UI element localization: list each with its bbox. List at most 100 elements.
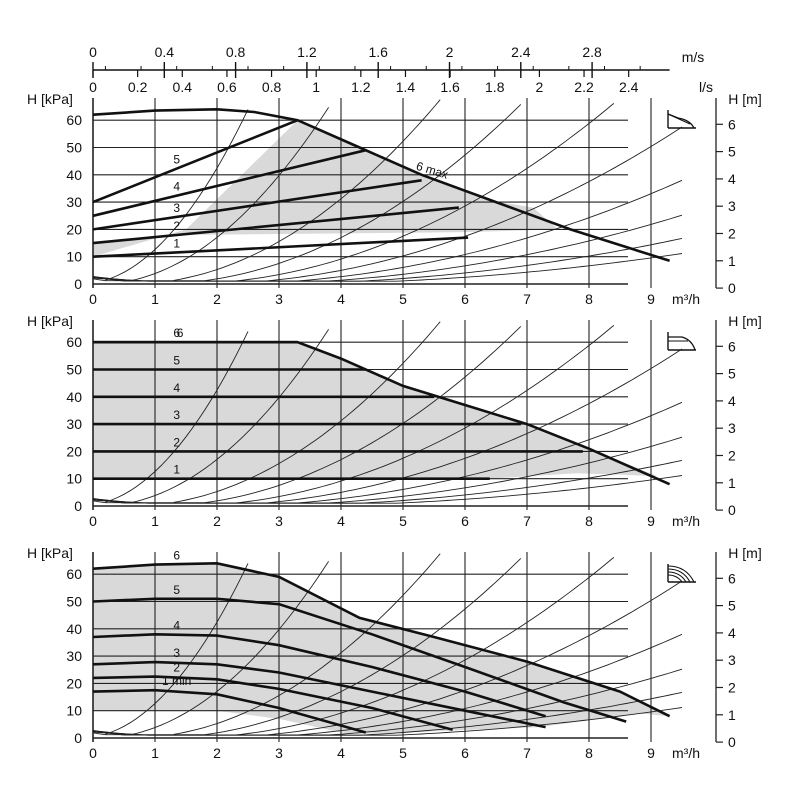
x-tick-label: 0 xyxy=(89,745,97,761)
x-tick-label: 2 xyxy=(213,745,221,761)
y-right-tick-label: 6 xyxy=(728,116,736,132)
ms-tick-label: 1.6 xyxy=(368,44,388,60)
ms-tick-label: 2.4 xyxy=(511,44,531,60)
y-right-tick-label: 4 xyxy=(728,393,736,409)
y-right-tick-label: 1 xyxy=(728,475,736,491)
ls-tick-label: 0.2 xyxy=(128,79,148,95)
y-right-tick-label: 2 xyxy=(728,447,736,463)
ls-tick-label: 2.4 xyxy=(619,79,639,95)
x-tick-label: 8 xyxy=(585,745,593,761)
y-left-tick-label: 40 xyxy=(66,167,82,183)
y-left-tick-label: 30 xyxy=(66,194,82,210)
y-left-tick-label: 20 xyxy=(66,443,82,459)
series-curve-5 xyxy=(92,118,299,204)
x-tick-label: 3 xyxy=(275,513,283,529)
series-label: 1 xyxy=(173,463,180,477)
system-curve xyxy=(92,401,683,504)
x-tick-label: 6 xyxy=(461,291,469,307)
x-tick-label: 7 xyxy=(523,745,531,761)
series-curve-2 xyxy=(92,206,459,245)
series-curve-2 xyxy=(92,675,453,732)
y-left-tick-label: 60 xyxy=(66,112,82,128)
y-left-tick-label: 60 xyxy=(66,566,82,582)
x-axis-unit: m³/h xyxy=(672,291,700,307)
system-curve xyxy=(92,253,683,282)
ls-tick-label: 1.4 xyxy=(396,79,416,95)
y-left-tick-label: 50 xyxy=(66,362,82,378)
y-right-tick-label: 1 xyxy=(728,707,736,723)
series-label: 3 xyxy=(173,646,180,660)
y-left-tick-label: 40 xyxy=(66,389,82,405)
x-tick-label: 0 xyxy=(89,513,97,529)
series-label: 6 xyxy=(173,549,180,563)
y-left-tick-label: 40 xyxy=(66,621,82,637)
system-curve xyxy=(105,109,249,281)
constant-speed-icon xyxy=(667,564,696,583)
x-tick-label: 2 xyxy=(213,291,221,307)
y-right-tick-label: 1 xyxy=(728,253,736,269)
x-tick-label: 8 xyxy=(585,513,593,529)
x-tick-label: 9 xyxy=(647,291,655,307)
system-curve xyxy=(92,104,522,282)
y-right-tick-label: 4 xyxy=(728,625,736,641)
system-curve xyxy=(92,558,522,736)
ls-tick-label: 2 xyxy=(536,79,544,95)
x-tick-label: 3 xyxy=(275,745,283,761)
series-curve-1-min xyxy=(92,688,367,734)
y-left-axis-unit: H [kPa] xyxy=(27,91,73,107)
ms-tick-label: 0.4 xyxy=(155,44,175,60)
y-right-axis-unit: H [m] xyxy=(728,91,761,107)
y-left-tick-label: 10 xyxy=(66,703,82,719)
x-tick-label: 5 xyxy=(399,745,407,761)
ls-tick-label: 1.8 xyxy=(485,79,505,95)
x-tick-label: 5 xyxy=(399,513,407,529)
y-right-tick-label: 2 xyxy=(728,679,736,695)
system-curve xyxy=(105,563,249,735)
ms-axis-unit: m/s xyxy=(682,49,705,65)
y-right-tick-label: 6 xyxy=(728,338,736,354)
y-left-axis-unit: H [kPa] xyxy=(27,313,73,329)
x-tick-label: 8 xyxy=(585,291,593,307)
x-tick-label: 4 xyxy=(337,745,345,761)
y-left-tick-label: 60 xyxy=(66,334,82,350)
y-right-tick-label: 0 xyxy=(728,280,736,296)
y-left-axis-unit: H [kPa] xyxy=(27,545,73,561)
ms-tick-label: 0 xyxy=(89,44,97,60)
x-tick-label: 5 xyxy=(399,291,407,307)
constant-pressure-icon xyxy=(667,332,696,351)
ls-axis-unit: l/s xyxy=(699,79,713,95)
series-label: 6 xyxy=(173,326,180,340)
series-label: 2 xyxy=(173,435,180,449)
series-label: 4 xyxy=(173,618,180,632)
x-tick-label: 7 xyxy=(523,291,531,307)
y-right-tick-label: 5 xyxy=(728,598,736,614)
y-right-tick-label: 0 xyxy=(728,502,736,518)
system-curve xyxy=(92,475,683,504)
series-label: 3 xyxy=(173,408,180,422)
x-tick-label: 7 xyxy=(523,513,531,529)
operating-area xyxy=(93,120,558,257)
system-curve xyxy=(105,331,249,503)
x-tick-label: 4 xyxy=(337,291,345,307)
y-right-tick-label: 0 xyxy=(728,734,736,750)
max-curve-label: 6 xyxy=(177,326,184,340)
series-label: 5 xyxy=(173,354,180,368)
x-tick-label: 3 xyxy=(275,291,283,307)
system-curve xyxy=(92,707,683,736)
series-label: 3 xyxy=(173,201,180,215)
series-label: 5 xyxy=(173,153,180,167)
y-left-tick-label: 20 xyxy=(66,675,82,691)
ls-tick-label: 0.6 xyxy=(217,79,237,95)
max-curve xyxy=(93,340,671,486)
y-left-tick-label: 0 xyxy=(74,276,82,292)
system-curve xyxy=(130,107,329,282)
system-curve xyxy=(92,326,522,504)
x-tick-label: 6 xyxy=(461,513,469,529)
ls-tick-label: 0 xyxy=(89,79,97,95)
x-tick-label: 2 xyxy=(213,513,221,529)
x-tick-label: 1 xyxy=(151,513,159,529)
y-left-tick-label: 10 xyxy=(66,249,82,265)
